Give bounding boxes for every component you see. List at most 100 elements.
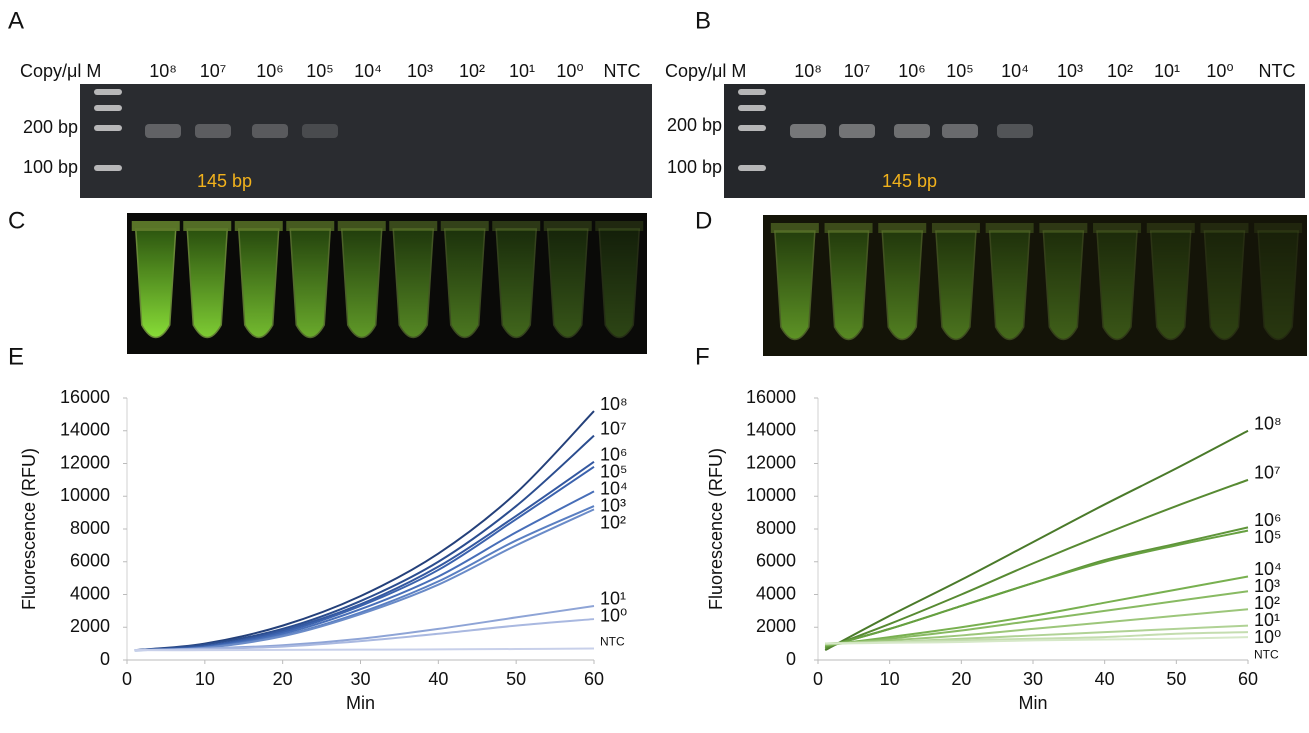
tube-cap [1200,223,1249,233]
x-tick-label: 0 [122,669,132,689]
series-label: 10⁰ [1254,627,1281,647]
ladder-band [738,89,766,95]
lane-label: 10⁵ [306,61,333,81]
series-label: 10⁸ [600,394,628,414]
tube [1149,230,1192,341]
x-tick-label: 40 [1095,669,1115,689]
x-tick-label: 10 [195,669,215,689]
x-tick-label: 0 [813,669,823,689]
x-axis-label: Min [346,693,375,713]
gel-band [942,124,978,138]
tube-cap [286,221,335,231]
gel-band [195,124,231,138]
x-tick-label: 60 [584,669,604,689]
y-tick-label: 16000 [60,387,110,407]
y-tick-label: 14000 [746,420,796,440]
gel-band [302,124,338,138]
gel-band [790,124,826,138]
x-tick-label: 50 [1166,669,1186,689]
lane-label: 10² [1107,61,1133,81]
ladder-band [738,125,766,131]
marker-label: 200 bp [23,117,78,137]
tube-cap [440,221,489,231]
product-label: 145 bp [197,171,252,191]
panel-letter: C [8,207,25,234]
tube [774,230,816,341]
y-tick-label: 6000 [756,551,796,571]
series-line [134,465,595,652]
series-label: 10⁶ [600,445,627,465]
gel-header: Copy/μl M [20,61,101,81]
tube-cap [1254,223,1303,233]
y-tick-label: 2000 [70,616,110,636]
tube-cap [183,221,232,231]
series-label: 10⁶ [1254,510,1281,530]
tube [1203,230,1246,341]
series-line [825,590,1249,647]
series-label: 10⁸ [1254,414,1282,434]
y-axis-label: Fluorescence (RFU) [706,448,726,610]
lane-label: 10⁶ [898,61,925,81]
y-tick-label: 10000 [746,485,796,505]
series-line [134,508,595,652]
gel-header: Copy/μl M [665,61,746,81]
tube-cap [878,223,927,233]
marker-label: 200 bp [667,115,722,135]
lane-label: 10¹ [1154,61,1180,81]
lane-label: 10⁷ [200,61,227,81]
tube [546,228,589,339]
y-tick-label: 16000 [746,387,796,407]
gel-image [724,84,1305,198]
ladder-band [94,89,122,95]
x-tick-label: 10 [880,669,900,689]
series-label: 10² [1254,593,1280,613]
tube [988,230,1031,341]
tube [1042,230,1085,341]
lane-label: 10³ [407,61,433,81]
lane-label: 10⁵ [946,61,973,81]
x-tick-label: 40 [428,669,448,689]
lane-label: 10⁴ [1001,61,1029,81]
y-tick-label: 8000 [70,518,110,538]
ladder-band [738,165,766,171]
series-label: 10⁵ [600,462,627,482]
series-label: 10¹ [1254,610,1280,630]
lane-label: 10⁷ [844,61,871,81]
series-label: 10² [600,513,626,533]
ladder-band [738,105,766,111]
series-line [825,575,1249,647]
x-axis-label: Min [1018,693,1047,713]
gel-band [894,124,930,138]
tube [495,228,538,339]
series-label: 10⁴ [600,479,628,499]
ladder-band [94,165,122,171]
y-tick-label: 4000 [756,583,796,603]
tube [237,228,280,339]
y-tick-label: 6000 [70,551,110,571]
series-label: NTC [1254,648,1279,662]
lane-label: 10⁰ [556,61,583,81]
tube [1096,230,1138,341]
x-tick-label: 20 [273,669,293,689]
tube [1257,230,1299,341]
tube-cap [1093,223,1142,233]
product-label: 145 bp [882,171,937,191]
tube [134,228,177,339]
y-tick-label: 0 [786,649,796,669]
series-label: 10⁵ [1254,527,1281,547]
tube [827,230,870,341]
series-line [825,636,1249,645]
y-tick-label: 12000 [60,452,110,472]
tube [598,228,641,339]
tube [289,228,332,339]
ladder-band [94,125,122,131]
lane-label: 10³ [1057,61,1083,81]
gel-band [997,124,1033,138]
series-label: 10³ [600,496,626,516]
x-tick-label: 60 [1238,669,1258,689]
panel-letter: F [695,343,710,370]
tube-cap [824,223,873,233]
gel-band [145,124,181,138]
tube [881,230,924,341]
